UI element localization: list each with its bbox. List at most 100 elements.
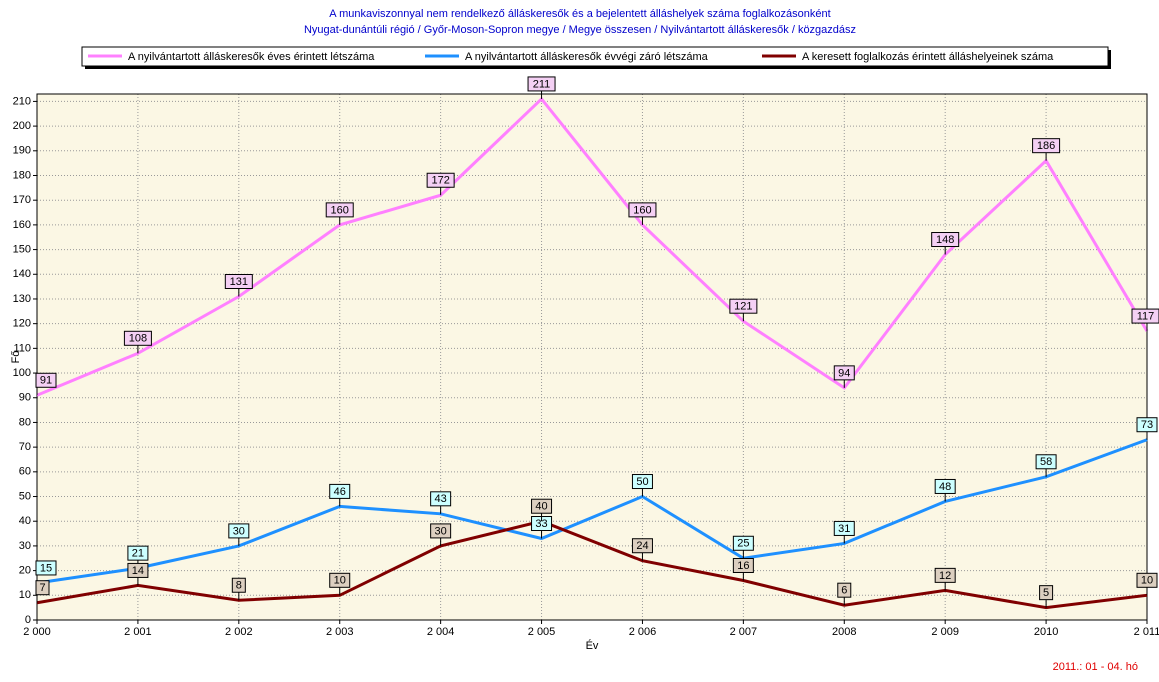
- y-tick-label: 40: [19, 515, 31, 527]
- data-label: 10: [1141, 575, 1153, 587]
- label-box: [934, 478, 956, 494]
- label-box: [1039, 585, 1054, 601]
- data-label: 14: [132, 565, 144, 577]
- data-label: 58: [1040, 456, 1052, 468]
- legend-box: [81, 46, 1109, 67]
- plot-area: [36, 93, 1148, 621]
- x-axis-label: Év: [586, 639, 599, 652]
- y-tick-label: 120: [13, 318, 31, 330]
- label-box: [426, 172, 455, 188]
- series-line: [36, 96, 1149, 397]
- data-label: 5: [1043, 587, 1049, 599]
- data-label: 50: [636, 476, 648, 488]
- chart-subtitle: Nyugat-dunántúli régió / Győr-Moson-Sopr…: [304, 24, 856, 36]
- data-label: 30: [233, 525, 245, 537]
- y-tick-label: 30: [19, 540, 31, 552]
- y-tick-label: 130: [13, 293, 31, 305]
- x-tick-label: 2 003: [326, 626, 354, 638]
- label-box: [231, 577, 246, 593]
- data-label: 16: [737, 560, 749, 572]
- y-tick-label: 0: [25, 614, 31, 626]
- label-box: [325, 202, 354, 218]
- legend-label: A keresett foglalkozás érintett álláshel…: [802, 51, 1054, 63]
- data-label: 25: [737, 538, 749, 550]
- footnote: 2011.: 01 - 04. hó: [1053, 661, 1138, 673]
- label-box: [35, 580, 50, 596]
- y-tick-label: 140: [13, 268, 31, 280]
- data-label: 172: [431, 175, 449, 187]
- y-axis-label: Fő: [10, 351, 22, 364]
- data-label: 21: [132, 548, 144, 560]
- y-tick-label: 20: [19, 565, 31, 577]
- data-label: 160: [633, 204, 651, 216]
- data-label: 46: [334, 486, 346, 498]
- series-line: [36, 438, 1148, 585]
- data-label: 33: [535, 518, 547, 530]
- label-box: [631, 538, 653, 554]
- x-tick-label: 2 000: [23, 626, 51, 638]
- y-tick-label: 10: [19, 589, 31, 601]
- label-box: [35, 560, 57, 576]
- data-label: 131: [230, 276, 248, 288]
- data-label: 94: [838, 367, 850, 379]
- plot-border: [36, 93, 1148, 621]
- y-tick-label: 150: [13, 243, 31, 255]
- data-label: 211: [533, 78, 551, 90]
- y-tick-label: 190: [13, 145, 31, 157]
- data-label: 40: [535, 501, 547, 513]
- x-tick-label: 2 004: [427, 626, 455, 638]
- y-tick-label: 180: [13, 169, 31, 181]
- data-label: 6: [841, 585, 847, 597]
- x-tick-label: 2 007: [730, 626, 758, 638]
- label-box: [1035, 454, 1057, 470]
- label-box: [732, 557, 754, 573]
- label-box: [934, 567, 956, 583]
- label-box: [729, 298, 758, 314]
- data-label: 7: [39, 582, 45, 594]
- label-box: [1136, 417, 1158, 433]
- x-tick-label: 2 011: [1134, 626, 1159, 638]
- y-tick-label: 70: [19, 441, 31, 453]
- y-tick-label: 80: [19, 416, 31, 428]
- label-box: [430, 491, 452, 507]
- label-box: [1032, 138, 1061, 154]
- data-label: 43: [435, 493, 447, 505]
- data-label: 91: [40, 375, 52, 387]
- x-tick-label: 2008: [832, 626, 856, 638]
- label-box: [430, 523, 452, 539]
- y-tick-label: 100: [13, 367, 31, 379]
- data-label: 31: [838, 523, 850, 535]
- y-tick-label: 60: [19, 466, 31, 478]
- data-label: 108: [129, 333, 147, 345]
- label-box: [127, 545, 149, 561]
- label-box: [837, 582, 852, 598]
- label-box: [35, 372, 57, 388]
- label-box: [127, 562, 149, 578]
- label-box: [224, 273, 253, 289]
- y-tick-label: 110: [13, 342, 31, 354]
- label-box: [329, 483, 351, 499]
- chart-title: A munkaviszonnyal nem rendelkező álláske…: [329, 8, 830, 20]
- label-box: [732, 535, 754, 551]
- label-box: [123, 330, 152, 346]
- data-label: 48: [939, 481, 951, 493]
- data-label: 117: [1137, 310, 1155, 322]
- data-label: 8: [236, 580, 242, 592]
- x-tick-label: 2 006: [629, 626, 657, 638]
- legend-label: A nyilvántartott álláskeresők évvégi zár…: [465, 51, 709, 63]
- label-box: [631, 474, 653, 490]
- data-label: 148: [936, 234, 954, 246]
- data-label: 10: [334, 575, 346, 587]
- series-line: [36, 519, 1148, 610]
- label-box: [228, 523, 250, 539]
- legend-label: A nyilvántartott álláskeresők éves érint…: [128, 51, 375, 63]
- data-label: 30: [435, 525, 447, 537]
- x-tick-label: 2 009: [931, 626, 959, 638]
- label-box: [1131, 308, 1159, 324]
- x-tick-label: 2 002: [225, 626, 253, 638]
- x-tick-label: 2010: [1034, 626, 1058, 638]
- data-label: 121: [734, 301, 752, 313]
- label-box: [628, 202, 657, 218]
